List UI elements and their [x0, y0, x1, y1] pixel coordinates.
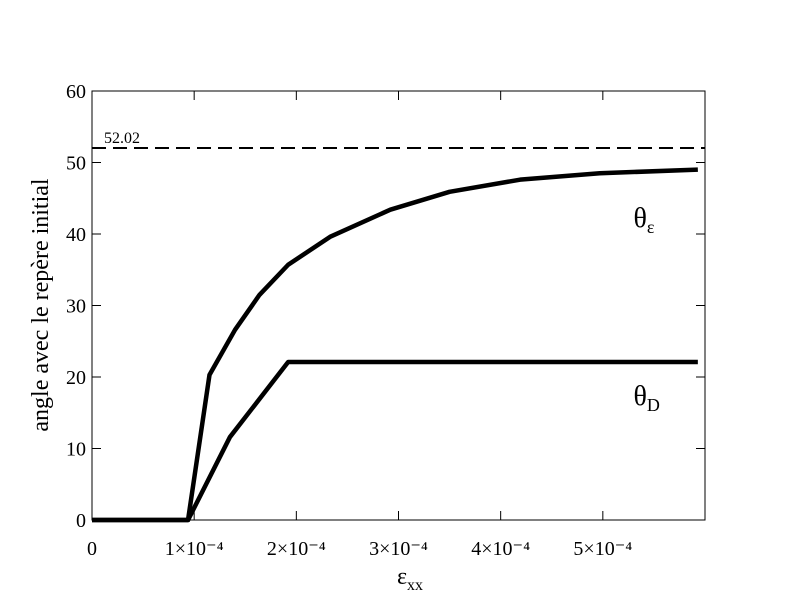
- y-axis-label: angle avec le repère initial: [28, 178, 54, 432]
- series-label: θD: [633, 381, 659, 415]
- x-tick-label: 1×10⁻⁴: [165, 538, 224, 560]
- series-label-sub: ε: [647, 217, 655, 237]
- series-label-main: θ: [633, 381, 646, 412]
- y-tick-label: 30: [66, 296, 86, 318]
- series-label-main: θ: [633, 203, 646, 234]
- series-label: θε: [633, 203, 654, 237]
- x-tick-label: 5×10⁻⁴: [573, 538, 632, 560]
- x-tick-label: 3×10⁻⁴: [369, 538, 428, 560]
- x-tick-label: 4×10⁻⁴: [471, 538, 530, 560]
- series-line: [92, 359, 698, 523]
- y-tick-label: 10: [66, 439, 86, 461]
- x-label-main: ε: [397, 564, 407, 590]
- x-tick-label: 2×10⁻⁴: [267, 538, 326, 560]
- y-tick-label: 60: [66, 81, 86, 103]
- x-axis-label: εxx: [397, 564, 423, 594]
- reference-label: 52.02: [104, 130, 140, 147]
- y-tick-label: 0: [76, 510, 86, 532]
- x-label-sub: xx: [407, 577, 423, 594]
- y-tick-label: 40: [66, 224, 86, 246]
- y-tick-label: 20: [66, 367, 86, 389]
- series-line: [92, 167, 698, 523]
- series-label-sub: D: [647, 395, 660, 415]
- y-tick-label: 50: [66, 153, 86, 175]
- plot-frame: [91, 90, 706, 521]
- x-tick-label: 0: [87, 538, 97, 560]
